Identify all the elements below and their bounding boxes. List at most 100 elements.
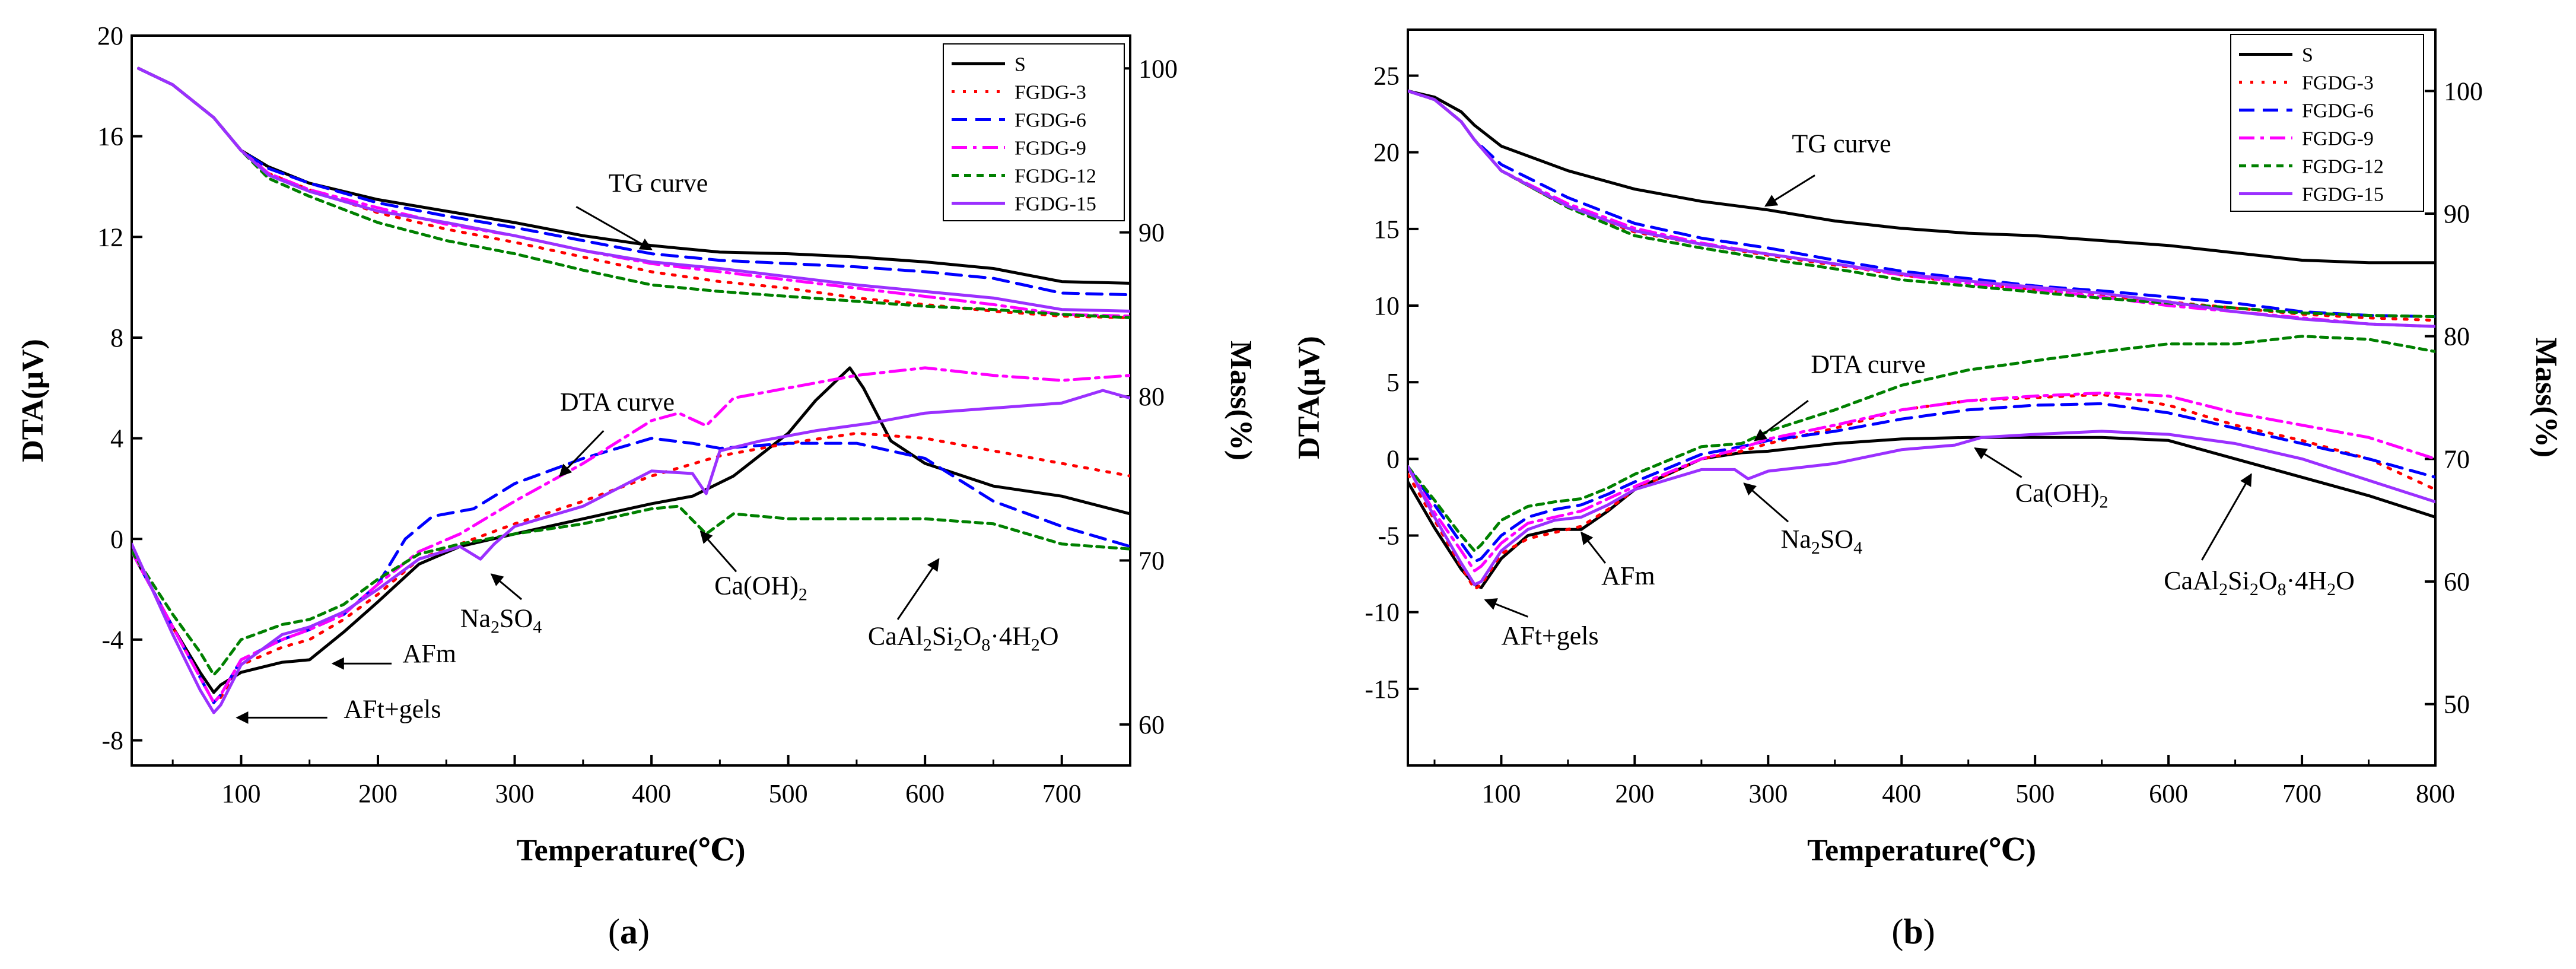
y-right-tick-label: 100 bbox=[1138, 54, 1178, 83]
y-left-tick-label: 15 bbox=[1373, 215, 1400, 244]
legend-label: FGDG-9 bbox=[2302, 128, 2374, 150]
legend-label: S bbox=[1015, 54, 1026, 76]
x-tick-label: 700 bbox=[1042, 779, 1082, 808]
x-axis-label: Temperature(℃) bbox=[517, 834, 746, 868]
x-tick-label: 200 bbox=[358, 779, 397, 808]
y-right-axis-label: Mass(%) bbox=[2529, 338, 2563, 458]
annotation-arrow bbox=[1743, 482, 1789, 523]
annotation-text: AFm bbox=[402, 639, 456, 668]
tg-series-fgdg-15 bbox=[1408, 89, 2435, 328]
legend: S FGDG-3 FGDG-6 FGDG-9 FGDG-12 FGDG-15 bbox=[943, 43, 1125, 221]
y-left-tick-label: 16 bbox=[97, 122, 123, 151]
panel-a: 100 200 300 400 500 600 700 -8 -4 0 4 8 12 16 20 60 70 80… bbox=[16, 21, 1258, 951]
annotation: CaAl2​Si2​O8​·4H2​O bbox=[868, 558, 1059, 655]
y-left-tick-label: 25 bbox=[1373, 62, 1400, 91]
annotation-arrow bbox=[490, 573, 523, 601]
annotation: AFt+gels bbox=[236, 694, 441, 724]
x-tick-label: 800 bbox=[2416, 779, 2455, 808]
legend-label: FGDG-3 bbox=[2302, 72, 2374, 94]
annotation-text: Ca(OH)2​ bbox=[2015, 479, 2108, 512]
x-tick-label: 600 bbox=[905, 779, 944, 808]
annotation-text: DTA curve bbox=[1811, 350, 1925, 379]
annotation-arrow bbox=[1580, 531, 1607, 564]
annotation-arrow bbox=[2201, 473, 2252, 561]
y-right-tick-label: 50 bbox=[2444, 690, 2470, 719]
y-right-tick-label: 100 bbox=[2444, 77, 2483, 106]
y-right-tick-label: 60 bbox=[1138, 710, 1165, 739]
x-tick-label: 100 bbox=[1481, 779, 1521, 808]
annotation-arrow bbox=[575, 206, 653, 250]
legend-label: FGDG-12 bbox=[1015, 166, 1096, 188]
annotation: Na2​SO4​ bbox=[460, 573, 542, 637]
annotation-text: AFt+gels bbox=[1501, 621, 1598, 650]
x-tick-label: 700 bbox=[2282, 779, 2321, 808]
y-right-tick-label: 70 bbox=[2444, 444, 2470, 474]
x-tick-label: 200 bbox=[1615, 779, 1654, 808]
legend: S FGDG-3 FGDG-6 FGDG-9 FGDG-12 FGDG-15 bbox=[2230, 34, 2424, 212]
legend-label: FGDG-15 bbox=[2302, 184, 2384, 206]
plot-frame bbox=[1407, 28, 2437, 767]
legend-label: FGDG-15 bbox=[1015, 193, 1096, 215]
dta-series-fgdg-12 bbox=[132, 504, 1130, 676]
legend-label: FGDG-6 bbox=[2302, 100, 2374, 122]
legend-label: S bbox=[2302, 45, 2313, 66]
annotation-text: AFt+gels bbox=[344, 694, 441, 723]
annotation: Ca(OH)2​ bbox=[699, 530, 807, 605]
legend-label: FGDG-12 bbox=[2302, 156, 2384, 178]
y-right-tick-label: 90 bbox=[1138, 218, 1165, 247]
y-left-tick-label: 12 bbox=[97, 223, 123, 252]
annotation: TG curve bbox=[575, 169, 708, 250]
annotation-arrow bbox=[1754, 399, 1809, 441]
legend-label: FGDG-9 bbox=[1015, 138, 1086, 160]
annotation-arrow bbox=[699, 530, 737, 573]
y-left-tick-label: 20 bbox=[97, 21, 123, 50]
y-left-tick-label: 0 bbox=[1386, 444, 1400, 474]
dta-series-fgdg-15 bbox=[1408, 430, 2435, 586]
y-left-tick-label: 4 bbox=[110, 424, 123, 453]
annotation: DTA curve bbox=[559, 387, 675, 477]
annotation-text: Na2​SO4​ bbox=[1781, 525, 1863, 558]
annotation: CaAl2​Si2​O8​·4H2​O bbox=[2164, 473, 2355, 599]
dta-series-s bbox=[132, 366, 1130, 694]
dta-series-fgdg-3 bbox=[1408, 393, 2435, 591]
dta-series-s bbox=[1408, 436, 2435, 589]
y-left-axis-label: DTA(μV) bbox=[1292, 336, 1326, 459]
y-left-tick-label: 8 bbox=[110, 323, 123, 352]
y-left-tick-label: 5 bbox=[1386, 368, 1400, 397]
panel-b: 100 200 300 400 500 600 700 800 -15 -10 -5 0 5 10 15 20… bbox=[1292, 28, 2563, 951]
annotation-text: TG curve bbox=[1792, 129, 1891, 158]
annotation-text: AFm bbox=[1601, 561, 1655, 590]
y-right-tick-label: 80 bbox=[2444, 322, 2470, 351]
annotation-text: TG curve bbox=[609, 169, 708, 198]
y-left-tick-label: 10 bbox=[1373, 291, 1400, 320]
annotation: AFm bbox=[1580, 531, 1655, 590]
annotation: Ca(OH)2​ bbox=[1974, 447, 2108, 512]
y-left-tick-label: 20 bbox=[1373, 138, 1400, 167]
x-tick-label: 500 bbox=[2015, 779, 2055, 808]
panel-label: (a) bbox=[608, 912, 650, 951]
annotation-arrow bbox=[1974, 447, 2022, 478]
annotation-arrow bbox=[1484, 598, 1528, 618]
y-right-axis-label: Mass(%) bbox=[1224, 341, 1258, 460]
annotation-text: Ca(OH)2​ bbox=[714, 571, 807, 605]
y-right-tick-label: 60 bbox=[2444, 567, 2470, 596]
y-left-tick-label: -15 bbox=[1365, 675, 1400, 704]
tg-series-fgdg-15 bbox=[137, 66, 1130, 313]
annotation-arrow bbox=[1764, 174, 1815, 207]
y-right-tick-label: 70 bbox=[1138, 546, 1165, 575]
y-right-tick-label: 90 bbox=[2444, 199, 2470, 228]
dta-series-fgdg-15 bbox=[132, 389, 1130, 714]
annotation-text: DTA curve bbox=[560, 387, 675, 417]
plot-frame bbox=[131, 34, 1131, 767]
annotation-text: Na2​SO4​ bbox=[460, 604, 542, 637]
panel-label: (b) bbox=[1891, 912, 1935, 951]
dta-series-fgdg-6 bbox=[1408, 402, 2435, 563]
x-tick-label: 600 bbox=[2149, 779, 2188, 808]
annotation-text: CaAl2​Si2​O8​·4H2​O bbox=[2164, 566, 2355, 599]
dta-series-fgdg-9 bbox=[132, 366, 1130, 704]
annotation: DTA curve bbox=[1754, 350, 1926, 441]
dta-series-fgdg-9 bbox=[1408, 391, 2435, 573]
y-left-tick-label: -5 bbox=[1378, 522, 1400, 551]
annotation-arrow bbox=[559, 430, 605, 477]
